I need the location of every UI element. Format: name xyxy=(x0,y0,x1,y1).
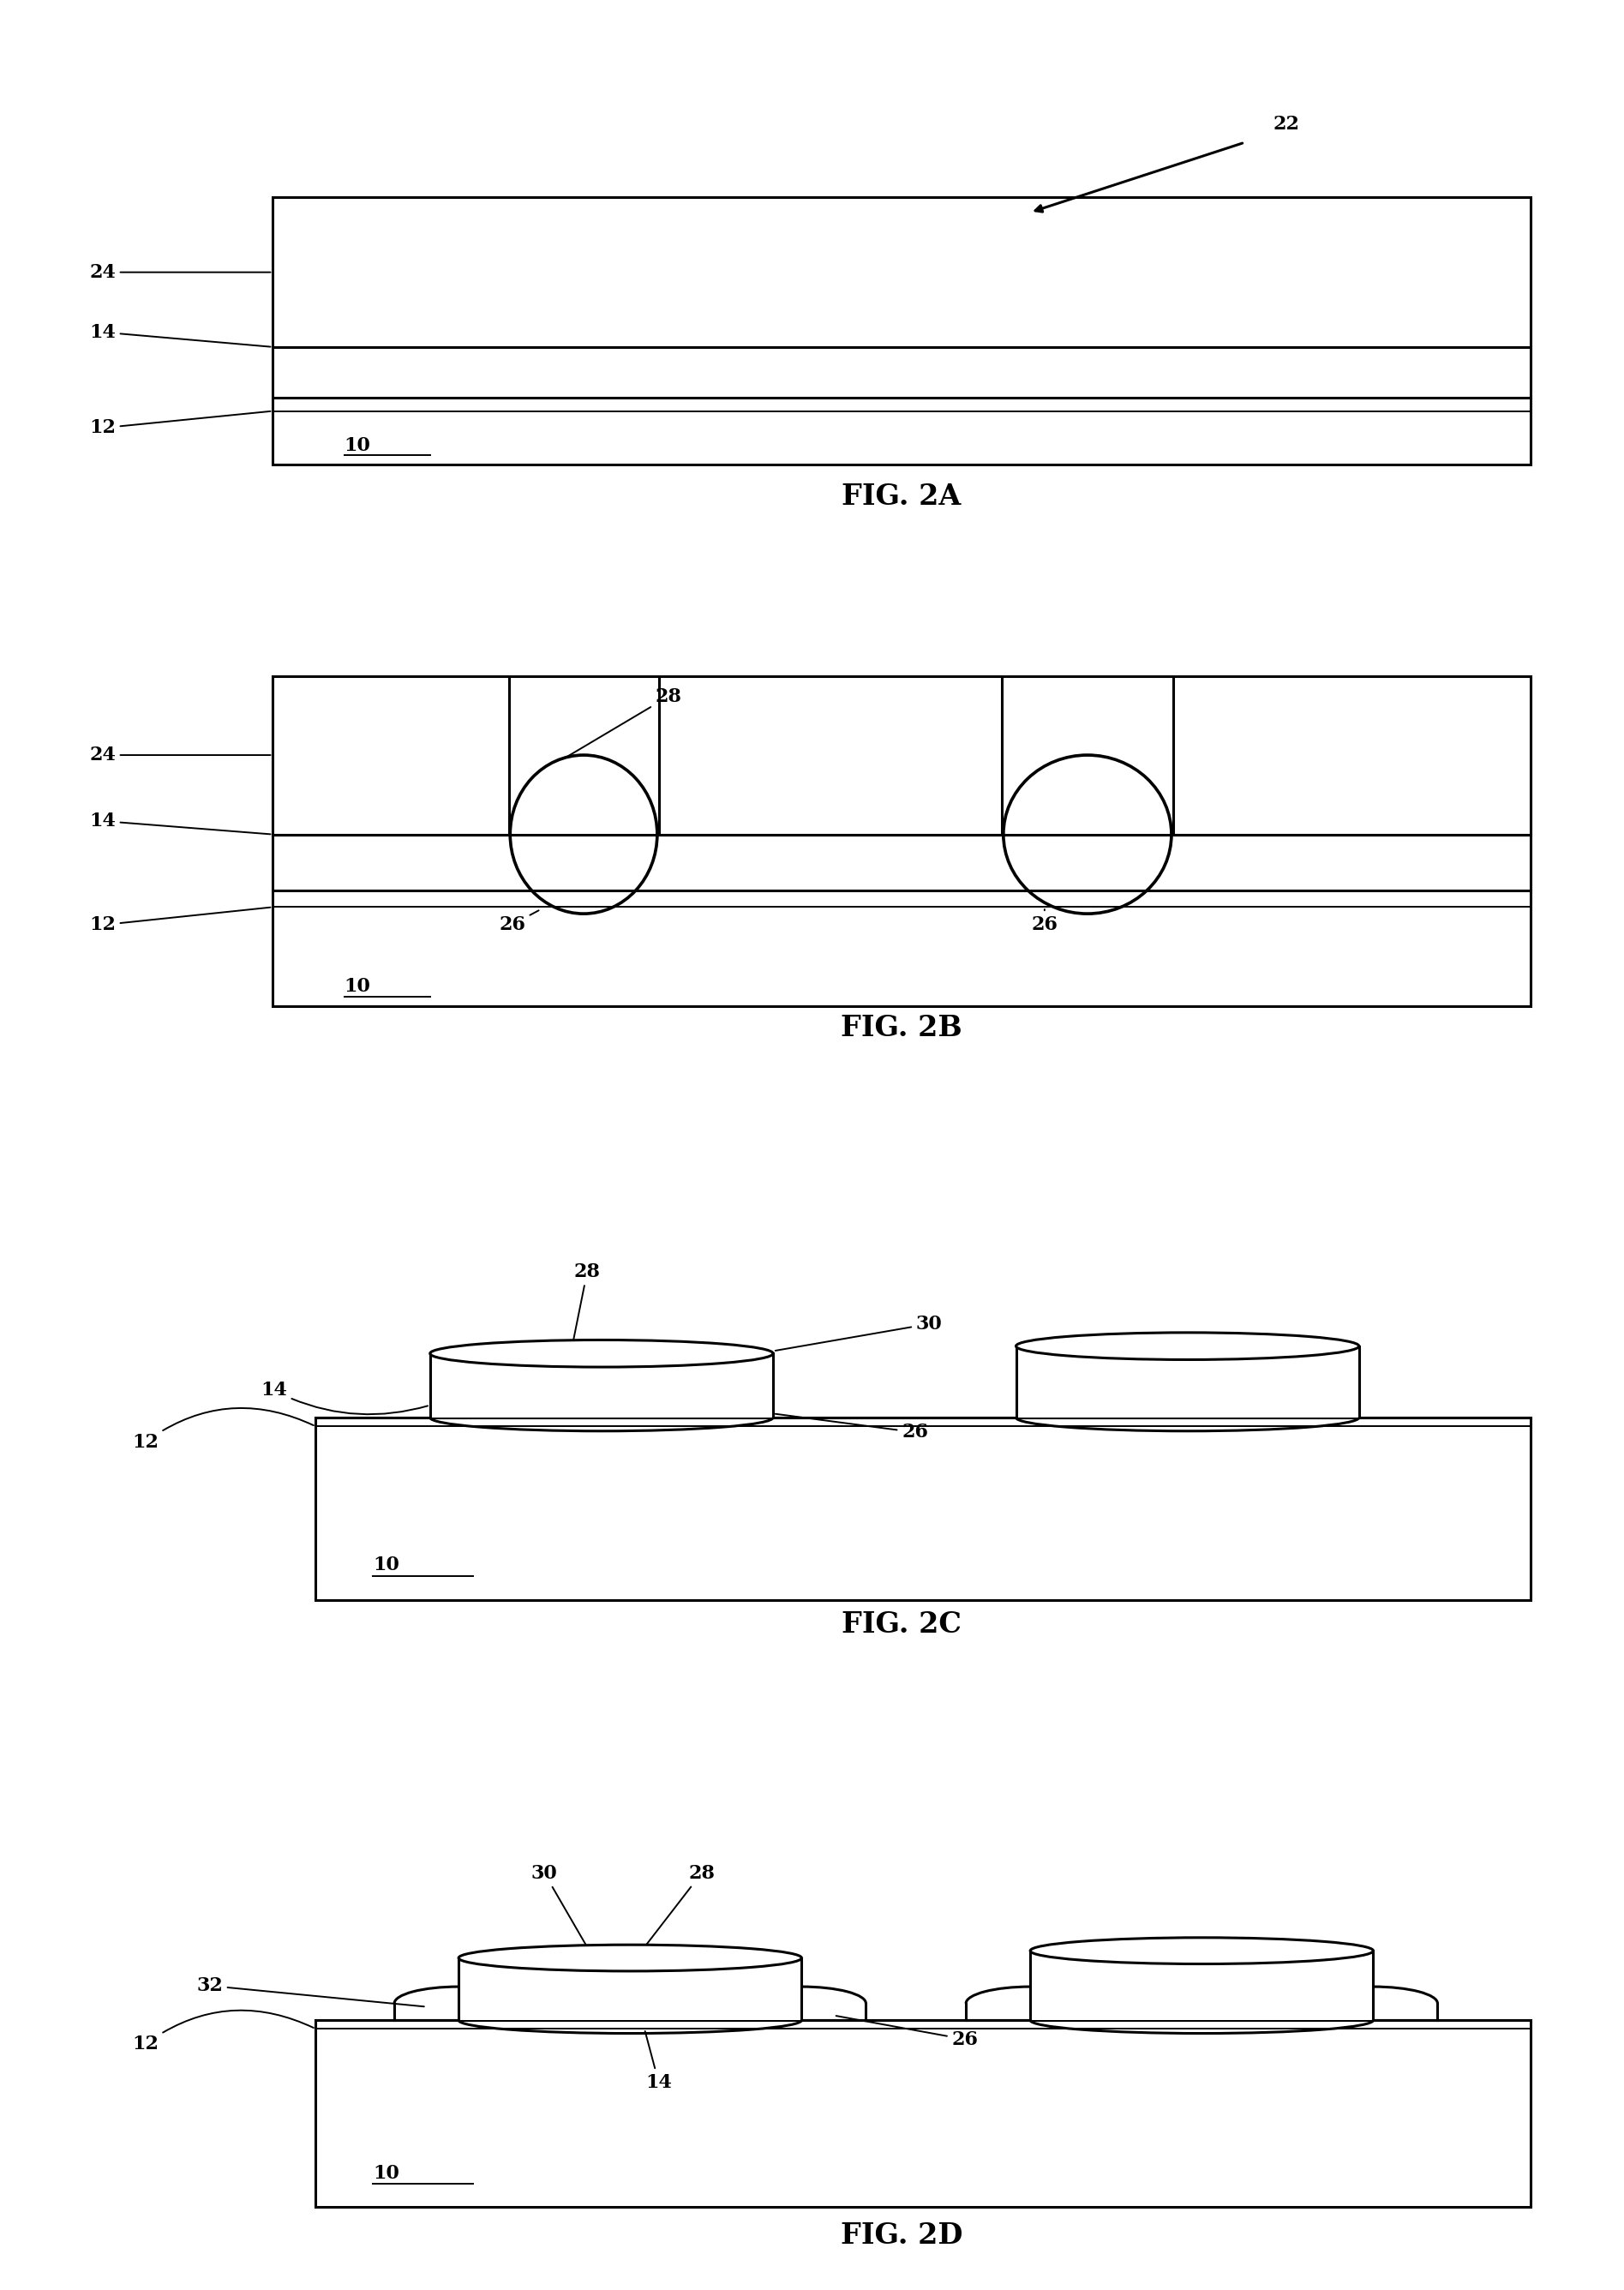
Text: 26: 26 xyxy=(836,2015,978,2050)
Text: 10: 10 xyxy=(344,435,370,456)
Ellipse shape xyxy=(1017,1333,1359,1360)
Text: 14: 14 xyxy=(89,323,271,346)
Bar xyxy=(659,676,1002,834)
Text: 32: 32 xyxy=(197,1976,424,2006)
Bar xyxy=(273,676,1530,1005)
Text: 24: 24 xyxy=(89,747,271,765)
Bar xyxy=(1017,1347,1359,1418)
Text: 30: 30 xyxy=(531,1864,586,1944)
Text: FIG. 2B: FIG. 2B xyxy=(841,1014,963,1042)
Text: 30: 30 xyxy=(775,1314,942,1351)
Text: 26: 26 xyxy=(775,1413,929,1443)
Ellipse shape xyxy=(1004,756,1171,914)
Bar xyxy=(315,1418,1530,1601)
Text: 14: 14 xyxy=(261,1381,427,1415)
Text: FIG. 2C: FIG. 2C xyxy=(841,1610,961,1640)
Text: 12: 12 xyxy=(89,907,271,934)
Ellipse shape xyxy=(430,1340,773,1367)
Text: 26: 26 xyxy=(499,911,539,934)
Text: 28: 28 xyxy=(564,687,682,758)
Ellipse shape xyxy=(510,756,658,914)
Text: 26: 26 xyxy=(1031,909,1057,934)
Bar xyxy=(1173,676,1530,834)
Text: 28: 28 xyxy=(646,1864,715,1944)
Text: 10: 10 xyxy=(374,2164,400,2182)
Bar xyxy=(458,1958,802,2020)
Bar xyxy=(315,2020,1530,2208)
Text: FIG. 2D: FIG. 2D xyxy=(841,2221,963,2251)
Bar xyxy=(1030,1951,1374,2020)
Bar xyxy=(273,676,508,834)
Ellipse shape xyxy=(1030,1937,1374,1965)
Ellipse shape xyxy=(458,1944,802,1972)
Text: 12: 12 xyxy=(132,2011,313,2054)
Text: 22: 22 xyxy=(1273,114,1299,133)
Bar xyxy=(430,1353,773,1418)
Text: 10: 10 xyxy=(344,978,370,996)
Text: 14: 14 xyxy=(89,811,271,834)
Text: FIG. 2A: FIG. 2A xyxy=(841,483,961,511)
Text: 24: 24 xyxy=(89,263,271,282)
Text: 12: 12 xyxy=(132,1408,313,1452)
Bar xyxy=(273,197,1530,465)
Text: 10: 10 xyxy=(374,1555,400,1576)
Text: 28: 28 xyxy=(573,1262,601,1340)
Text: 14: 14 xyxy=(645,2031,672,2091)
Text: 12: 12 xyxy=(89,412,271,437)
